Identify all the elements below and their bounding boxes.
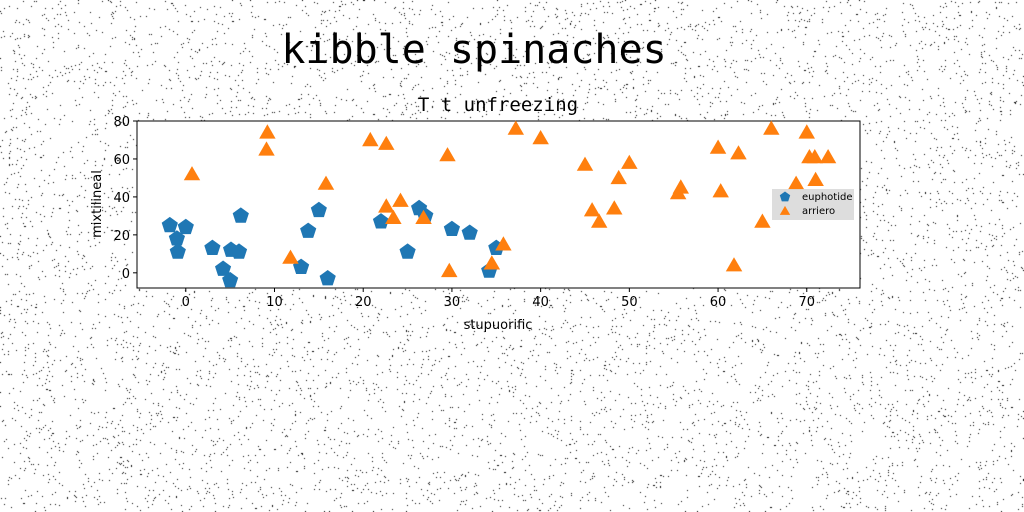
point-arriero <box>415 209 432 224</box>
point-arriero <box>282 249 299 264</box>
point-arriero <box>495 236 512 251</box>
point-euphotide <box>161 216 178 233</box>
point-arriero <box>621 154 638 169</box>
point-arriero <box>725 257 743 272</box>
point-euphotide <box>204 239 221 255</box>
point-arriero <box>532 130 549 145</box>
point-arriero <box>730 145 747 160</box>
x-tick-label: 0 <box>182 295 190 310</box>
point-arriero <box>606 200 623 215</box>
point-euphotide <box>300 222 317 238</box>
point-arriero <box>819 149 837 164</box>
point-arriero <box>258 141 275 156</box>
point-arriero <box>507 120 524 135</box>
x-tick-label: 30 <box>444 295 461 310</box>
point-arriero <box>439 147 456 162</box>
point-euphotide <box>177 218 194 235</box>
point-arriero <box>183 166 201 181</box>
point-arriero <box>787 175 805 190</box>
point-arriero <box>362 131 379 147</box>
point-euphotide <box>215 260 232 276</box>
point-arriero <box>378 198 395 213</box>
x-tick-label: 20 <box>355 295 372 310</box>
x-axis-label: stupuorific <box>464 318 533 333</box>
point-arriero <box>709 139 727 154</box>
y-tick-label: 40 <box>113 191 130 206</box>
x-tick-label: 10 <box>266 295 283 310</box>
chart-title: T t unfreezing <box>418 94 578 116</box>
legend-label-euphotide: euphotide <box>802 192 853 203</box>
x-tick-label: 70 <box>798 295 815 310</box>
point-arriero <box>378 135 395 150</box>
point-euphotide <box>222 271 239 288</box>
point-euphotide <box>169 243 186 259</box>
point-arriero <box>763 120 780 135</box>
point-euphotide <box>230 243 248 259</box>
point-arriero <box>806 149 823 164</box>
point-arriero <box>317 175 335 190</box>
point-arriero <box>798 124 815 139</box>
point-euphotide <box>232 207 249 223</box>
legend: euphotide arriero <box>772 189 854 220</box>
point-arriero <box>807 171 824 186</box>
x-tick-label: 50 <box>621 295 638 310</box>
point-arriero <box>576 156 594 171</box>
y-tick-label: 80 <box>113 115 130 130</box>
y-tick-label: 60 <box>113 153 130 168</box>
plot-area <box>136 120 861 289</box>
x-tick-label: 60 <box>710 295 727 310</box>
y-axis: 0 20 40 60 80 <box>113 115 137 282</box>
point-arriero <box>591 213 608 228</box>
legend-marker-arriero <box>779 205 791 215</box>
point-arriero <box>483 255 501 270</box>
point-euphotide <box>461 224 478 240</box>
point-arriero <box>610 169 627 185</box>
point-arriero <box>392 192 409 207</box>
x-axis: 0 10 20 30 40 50 60 70 <box>182 288 815 310</box>
y-axis-label: mixtilineal <box>90 170 105 238</box>
x-tick-label: 40 <box>532 295 549 310</box>
point-euphotide <box>372 213 389 229</box>
point-arriero <box>754 213 771 228</box>
y-tick-label: 0 <box>122 267 130 282</box>
point-arriero <box>259 124 276 139</box>
legend-marker-euphotide <box>779 191 791 202</box>
point-arriero <box>441 262 458 278</box>
point-arriero <box>385 209 402 224</box>
figure-title: kibble spinaches <box>281 27 667 73</box>
point-arriero <box>672 179 689 194</box>
point-arriero <box>583 202 601 217</box>
point-euphotide <box>399 243 416 259</box>
point-euphotide <box>319 270 336 286</box>
point-euphotide <box>310 201 327 218</box>
y-tick-label: 20 <box>113 229 130 244</box>
point-euphotide <box>443 220 460 236</box>
data-points <box>161 120 837 288</box>
legend-label-arriero: arriero <box>802 206 835 217</box>
point-arriero <box>712 183 729 198</box>
